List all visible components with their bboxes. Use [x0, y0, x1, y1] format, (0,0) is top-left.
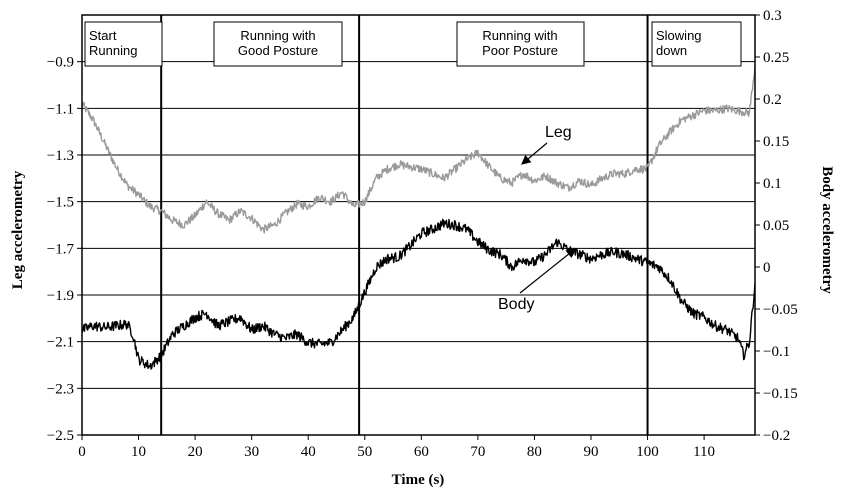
plot-border — [81, 14, 756, 436]
plot-frame — [81, 14, 756, 436]
phase-label-text: Running — [89, 43, 137, 58]
annotation-arrow — [519, 248, 576, 294]
right-y-axis-title: Body accelerometry — [819, 166, 835, 294]
x-axis-title: Time (s) — [392, 472, 445, 488]
left-tick-label: −2.5 — [47, 428, 74, 444]
x-tick-label: 100 — [636, 444, 659, 460]
x-tick-label: 0 — [78, 444, 86, 460]
series-lines — [81, 66, 756, 370]
left-tick-label: −2.3 — [47, 381, 74, 397]
right-tick-label: −0.2 — [763, 428, 790, 444]
right-tick-label: −0.1 — [763, 344, 790, 360]
left-tick-label: −1.5 — [47, 195, 74, 211]
right-tick-label: 0.1 — [763, 176, 782, 192]
left-tick-label: −2.1 — [47, 335, 74, 351]
right-y-axis: 0.3 0.25 0.2 0.15 0.1 0.05 0 −0.05 −0.1 −0.15 −0.2 — [755, 8, 798, 444]
series-line-leg — [81, 66, 756, 234]
x-tick-label: 50 — [357, 444, 372, 460]
x-tick-label: 20 — [188, 444, 203, 460]
x-tick-label: 10 — [131, 444, 146, 460]
grid-lines — [82, 61, 755, 436]
left-tick-label: −1.7 — [47, 241, 75, 257]
annotation-label: Leg — [545, 124, 572, 141]
right-tick-label: −0.15 — [763, 386, 798, 402]
phase-label-text: Running with — [240, 28, 315, 43]
right-tick-label: 0.05 — [763, 218, 789, 234]
phase-label-text: Good Posture — [238, 43, 318, 58]
right-tick-label: −0.05 — [763, 302, 798, 318]
right-tick-label: 0.25 — [763, 50, 789, 66]
x-tick-label: 90 — [583, 444, 598, 460]
annotation-leg: Leg — [521, 124, 572, 165]
left-tick-label: −0.9 — [47, 55, 74, 71]
left-y-axis: −2.5 −2.3 −2.1 −1.9 −1.7 −1.5 −1.3 −1.1 −0.9 — [47, 55, 82, 444]
phase-label-box — [213, 21, 343, 67]
left-tick-label: −1.3 — [47, 148, 74, 164]
series-annotations: Leg Body — [498, 124, 576, 313]
annotation-body: Body — [498, 248, 576, 313]
phase-dividers — [160, 15, 649, 435]
x-tick-label: 70 — [470, 444, 485, 460]
phase-label-text: Poor Posture — [482, 43, 558, 58]
x-tick-label: 110 — [693, 444, 715, 460]
x-tick-label: 30 — [244, 444, 259, 460]
phase-label-box — [84, 21, 163, 67]
left-tick-label: −1.1 — [47, 101, 74, 117]
right-tick-label: 0 — [763, 260, 771, 276]
annotation-arrow — [521, 142, 548, 165]
x-tick-label: 40 — [301, 444, 316, 460]
phase-label-text: Start — [89, 28, 117, 43]
phase-label-box — [456, 21, 585, 67]
left-y-axis-title: Leg accelerometry — [10, 170, 26, 289]
left-tick-label: −1.9 — [47, 288, 74, 304]
right-tick-label: 0.15 — [763, 134, 789, 150]
phase-label-text: Running with — [482, 28, 557, 43]
phase-label-box — [651, 21, 742, 67]
phase-label-text: Slowing — [656, 28, 702, 43]
phase-label-text: down — [656, 43, 687, 58]
right-tick-label: 0.3 — [763, 8, 782, 24]
annotation-label: Body — [498, 296, 534, 313]
x-axis: 0 10 20 30 40 50 60 70 80 90 100 110 — [78, 435, 715, 460]
right-tick-label: 0.2 — [763, 92, 782, 108]
series-line-body — [81, 218, 756, 370]
x-tick-label: 60 — [414, 444, 429, 460]
x-tick-label: 80 — [527, 444, 542, 460]
